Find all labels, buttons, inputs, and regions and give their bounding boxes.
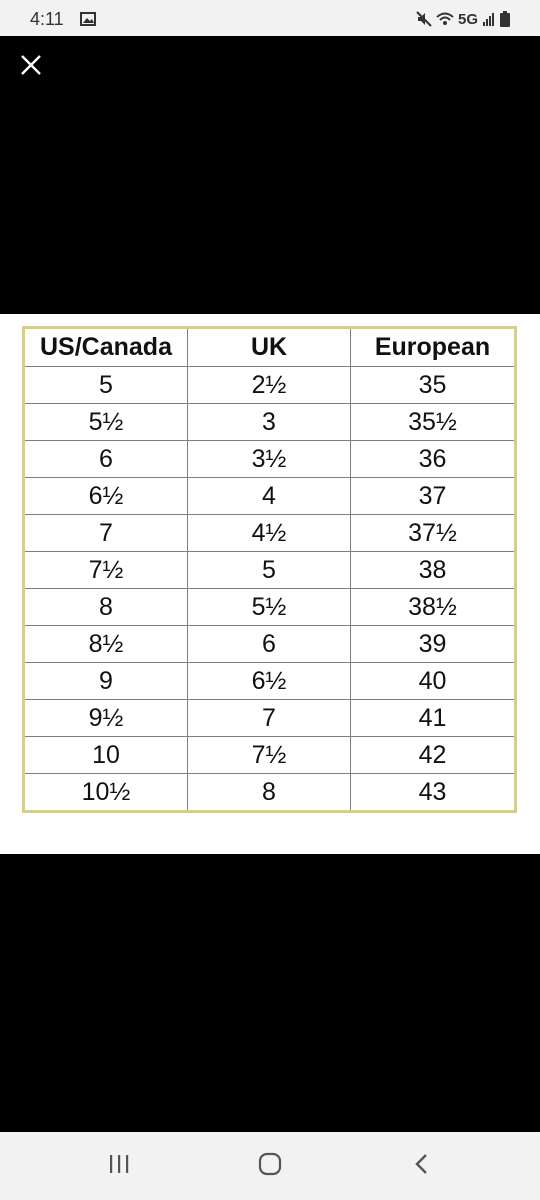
- us-size: 9½: [23, 699, 188, 737]
- eu-size: 42: [350, 736, 516, 774]
- uk-size: 5½: [187, 588, 351, 626]
- uk-size: 7: [187, 699, 351, 737]
- table-row: 10 7½ 42: [23, 736, 516, 774]
- table-row: 10½ 8 43: [23, 773, 516, 812]
- table-row: 6½ 4 37: [23, 477, 516, 515]
- header-uk: UK: [187, 327, 351, 367]
- image-viewer[interactable]: US/Canada UK European 5 2½ 35 5½ 3 35½ 6: [0, 36, 540, 1132]
- table-header-row: US/Canada UK European: [23, 327, 516, 367]
- status-bar: 4:11 5G: [0, 0, 540, 36]
- size-chart-table: US/Canada UK European 5 2½ 35 5½ 3 35½ 6: [22, 326, 517, 813]
- recents-icon[interactable]: [107, 1153, 131, 1180]
- size-chart-image: US/Canada UK European 5 2½ 35 5½ 3 35½ 6: [0, 314, 540, 854]
- us-size: 10½: [23, 773, 188, 812]
- eu-size: 35½: [350, 403, 516, 441]
- eu-size: 37½: [350, 514, 516, 552]
- eu-size: 38: [350, 551, 516, 589]
- header-us-canada: US/Canada: [23, 327, 188, 367]
- eu-size: 39: [350, 625, 516, 663]
- navigation-bar: [0, 1132, 540, 1200]
- us-size: 5: [23, 366, 188, 404]
- back-icon[interactable]: [412, 1152, 432, 1181]
- us-size: 5½: [23, 403, 188, 441]
- battery-icon: [500, 11, 510, 27]
- eu-size: 40: [350, 662, 516, 700]
- mute-icon: [416, 11, 432, 27]
- uk-size: 2½: [187, 366, 351, 404]
- us-size: 6½: [23, 477, 188, 515]
- status-icons: 5G: [416, 9, 510, 29]
- us-size: 7½: [23, 551, 188, 589]
- wifi-icon: [436, 11, 454, 27]
- uk-size: 3: [187, 403, 351, 441]
- uk-size: 6: [187, 625, 351, 663]
- us-size: 9: [23, 662, 188, 700]
- signal-icon: [482, 12, 496, 26]
- us-size: 7: [23, 514, 188, 552]
- table-row: 8 5½ 38½: [23, 588, 516, 626]
- home-button[interactable]: [250, 1152, 290, 1180]
- eu-size: 43: [350, 773, 516, 812]
- network-label: 5G: [457, 10, 478, 28]
- recents-button[interactable]: [99, 1152, 139, 1180]
- table-row: 9½ 7 41: [23, 699, 516, 737]
- us-size: 8½: [23, 625, 188, 663]
- table-row: 5 2½ 35: [23, 366, 516, 404]
- us-size: 8: [23, 588, 188, 626]
- table-row: 7½ 5 38: [23, 551, 516, 589]
- table-row: 9 6½ 40: [23, 662, 516, 700]
- status-time: 4:11: [30, 9, 64, 29]
- table-row: 6 3½ 36: [23, 440, 516, 478]
- uk-size: 6½: [187, 662, 351, 700]
- eu-size: 35: [350, 366, 516, 404]
- uk-size: 5: [187, 551, 351, 589]
- uk-size: 4½: [187, 514, 351, 552]
- eu-size: 36: [350, 440, 516, 478]
- uk-size: 4: [187, 477, 351, 515]
- uk-size: 7½: [187, 736, 351, 774]
- home-icon[interactable]: [258, 1152, 282, 1181]
- header-european: European: [350, 327, 516, 367]
- eu-size: 37: [350, 477, 516, 515]
- us-size: 10: [23, 736, 188, 774]
- uk-size: 8: [187, 773, 351, 812]
- gallery-icon: [80, 12, 96, 26]
- close-button[interactable]: [14, 50, 48, 84]
- back-button[interactable]: [402, 1152, 442, 1180]
- uk-size: 3½: [187, 440, 351, 478]
- eu-size: 41: [350, 699, 516, 737]
- table-row: 8½ 6 39: [23, 625, 516, 663]
- eu-size: 38½: [350, 588, 516, 626]
- us-size: 6: [23, 440, 188, 478]
- close-icon[interactable]: [19, 53, 43, 82]
- table-row: 7 4½ 37½: [23, 514, 516, 552]
- table-row: 5½ 3 35½: [23, 403, 516, 441]
